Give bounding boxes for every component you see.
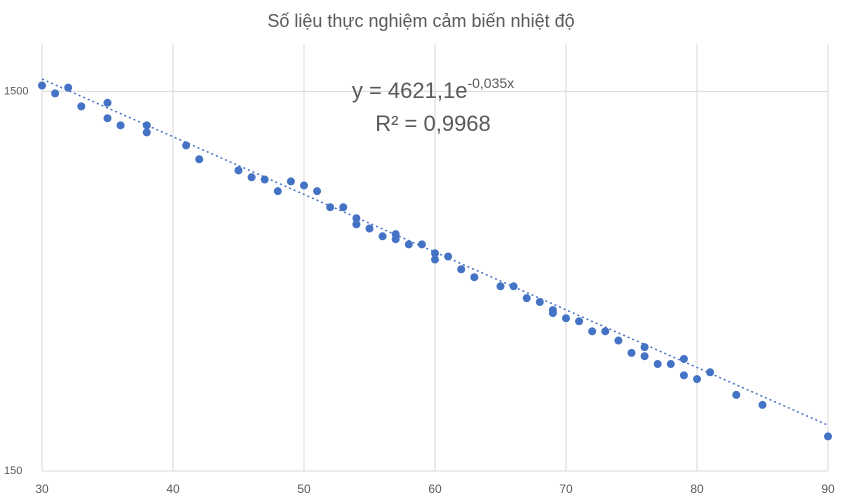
point: [116, 121, 125, 130]
point: [103, 98, 112, 107]
r-squared: R² = 0,9968: [375, 111, 491, 136]
point: [247, 173, 256, 182]
chart-title: Số liệu thực nghiệm cảm biến nhiệt độ: [267, 11, 574, 31]
point: [51, 89, 60, 98]
point: [470, 273, 479, 282]
y-tick-label: 150: [4, 465, 22, 477]
equation-exponent: -0,035x: [467, 75, 514, 91]
point: [103, 114, 112, 123]
point: [378, 232, 387, 241]
point: [627, 348, 636, 357]
point: [286, 177, 295, 186]
point: [182, 141, 191, 150]
point: [588, 327, 597, 336]
x-tick-label: 90: [821, 482, 835, 496]
point: [431, 255, 439, 264]
point: [339, 203, 348, 212]
trendline-equation: y = 4621,1e-0,035x: [352, 75, 514, 103]
point: [64, 83, 73, 92]
point: [38, 81, 46, 90]
point: [706, 368, 715, 377]
point: [535, 298, 544, 307]
point: [417, 240, 426, 249]
point: [640, 352, 649, 361]
point: [457, 265, 466, 274]
point: [496, 282, 505, 291]
point: [548, 309, 557, 318]
point: [679, 371, 688, 380]
point: [300, 181, 308, 190]
point: [431, 249, 439, 258]
point: [391, 235, 400, 244]
point: [195, 155, 204, 164]
y-tick-label: 1500: [4, 85, 28, 97]
point: [352, 220, 361, 229]
trendline: [41, 78, 829, 426]
point: [653, 360, 662, 369]
point: [693, 375, 701, 384]
x-tick-label: 40: [166, 482, 180, 496]
x-tick-label: 50: [297, 482, 311, 496]
point: [562, 314, 570, 323]
point: [509, 282, 518, 291]
point: [522, 294, 531, 303]
point: [679, 354, 688, 363]
x-tick-label: 80: [690, 482, 704, 496]
point: [77, 102, 86, 111]
point: [601, 327, 610, 336]
point: [614, 336, 623, 345]
point: [575, 317, 584, 326]
point: [326, 203, 335, 212]
point: [260, 175, 269, 184]
point: [640, 343, 649, 352]
point: [758, 400, 767, 409]
point: [732, 390, 741, 399]
x-tick-label: 60: [428, 482, 442, 496]
point: [824, 432, 832, 441]
point: [142, 128, 151, 137]
x-tick-label: 70: [559, 482, 573, 496]
point: [234, 166, 243, 175]
point: [313, 187, 322, 196]
point: [404, 240, 413, 249]
point: [142, 121, 151, 130]
point: [273, 187, 282, 196]
point: [365, 224, 374, 233]
equation-base: y = 4621,1e: [352, 78, 468, 103]
point: [444, 252, 453, 261]
point: [666, 360, 675, 369]
x-tick-label: 30: [35, 482, 49, 496]
point: [352, 214, 361, 223]
